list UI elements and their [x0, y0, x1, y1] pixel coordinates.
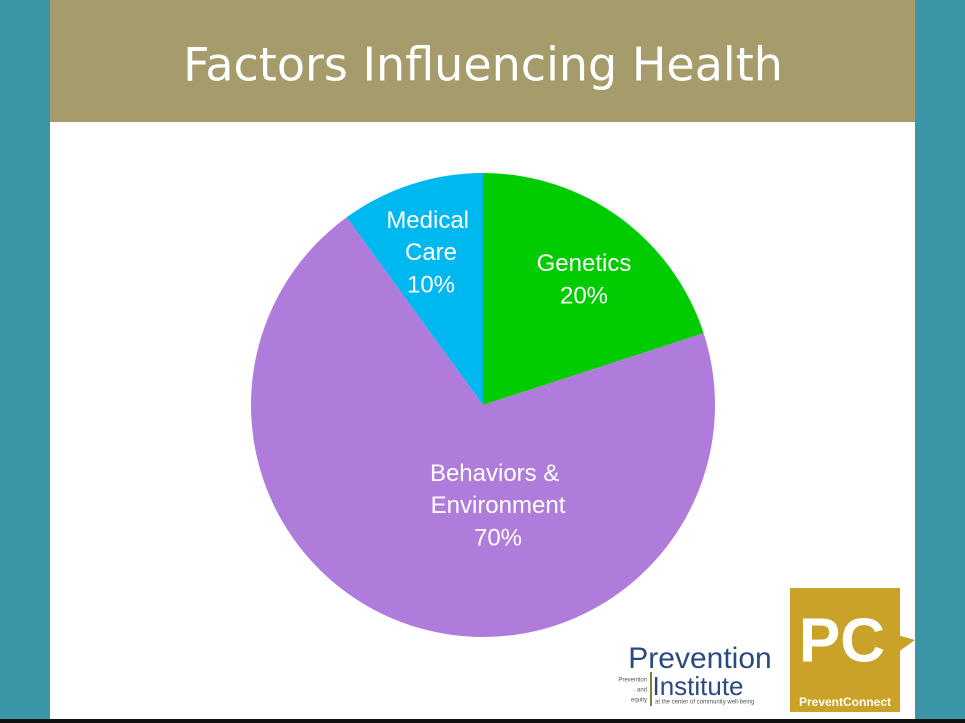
slice-value-label: 70%	[474, 524, 522, 551]
label-line: Environment	[431, 492, 566, 519]
chart-title: Factors Influencing Health	[183, 38, 783, 92]
label-line: Care	[405, 239, 457, 266]
label-line: Genetics	[537, 250, 632, 277]
logo-text: Institute	[652, 671, 743, 701]
slice-category-label: Genetics	[537, 250, 632, 277]
slice-category-label: Behaviors & Environment	[430, 460, 566, 519]
logo-text: equity	[631, 698, 647, 704]
pie-slice	[346, 173, 483, 405]
preventconnect-logo: PC PreventConnect	[790, 588, 915, 712]
prevention-institute-logo: Prevention Institute Prevention and equi…	[618, 642, 772, 706]
logo-text: Prevention	[628, 642, 771, 675]
pie-slice	[483, 173, 704, 405]
logo-text: at the center of community well-being	[655, 700, 754, 706]
label-line: Medical	[386, 207, 475, 234]
logo-mark: PC	[799, 606, 885, 675]
logo-name: PreventConnect	[799, 695, 891, 709]
slice-value-label: 10%	[407, 271, 455, 298]
logo-arrow	[880, 630, 915, 665]
slice-value-label: 20%	[560, 282, 608, 309]
pie-slice	[250, 217, 716, 638]
label-line: Behaviors &	[430, 460, 566, 487]
logo-text: Prevention	[618, 678, 647, 684]
header-band	[50, 0, 915, 122]
logo-text: and	[637, 688, 647, 694]
pie: Genetics 20% Behaviors & Environment 70% Med…	[250, 173, 716, 638]
bottom-edge	[0, 719, 965, 723]
slice-category-label: Medical Care	[386, 207, 475, 266]
